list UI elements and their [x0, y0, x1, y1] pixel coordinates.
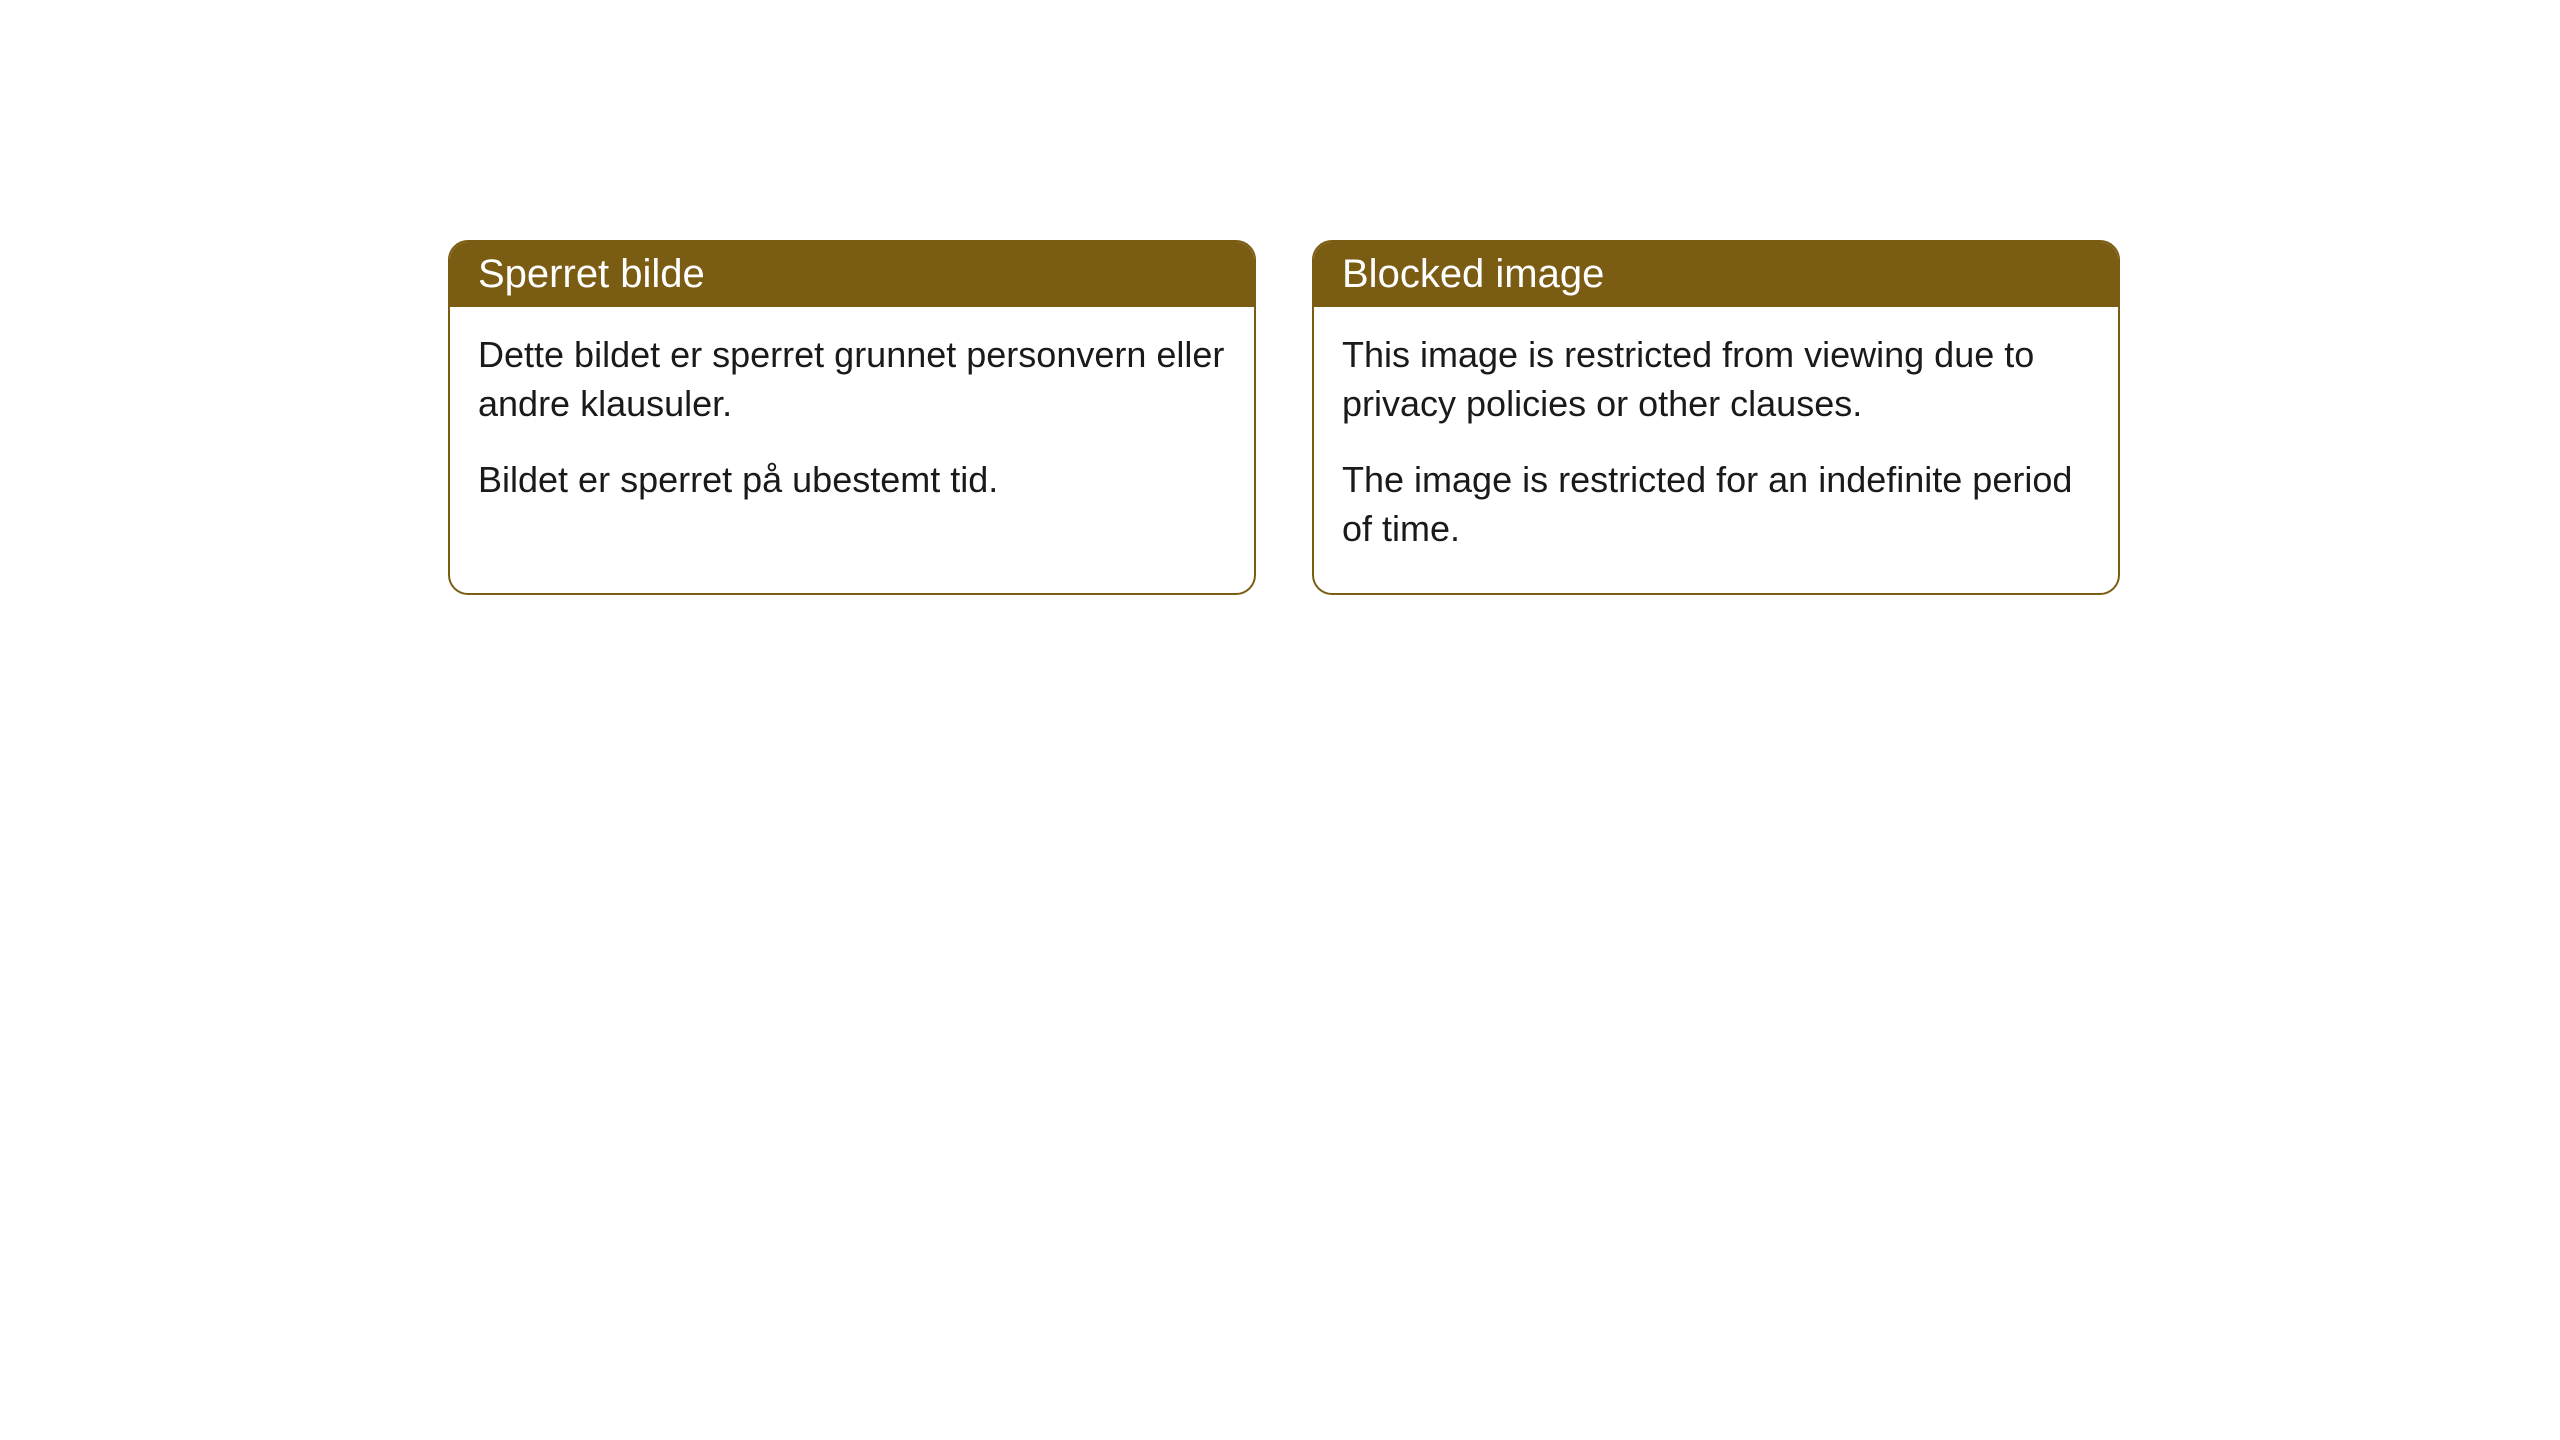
card-paragraph: Dette bildet er sperret grunnet personve…	[478, 331, 1226, 428]
card-header: Sperret bilde	[450, 242, 1254, 307]
card-paragraph: The image is restricted for an indefinit…	[1342, 456, 2090, 553]
card-body: Dette bildet er sperret grunnet personve…	[450, 307, 1254, 545]
card-paragraph: Bildet er sperret på ubestemt tid.	[478, 456, 1226, 505]
card-paragraph: This image is restricted from viewing du…	[1342, 331, 2090, 428]
card-title: Blocked image	[1342, 252, 1604, 296]
blocked-image-card-en: Blocked image This image is restricted f…	[1312, 240, 2120, 595]
card-header: Blocked image	[1314, 242, 2118, 307]
card-title: Sperret bilde	[478, 252, 705, 296]
card-body: This image is restricted from viewing du…	[1314, 307, 2118, 593]
notice-cards-container: Sperret bilde Dette bildet er sperret gr…	[448, 240, 2120, 595]
blocked-image-card-no: Sperret bilde Dette bildet er sperret gr…	[448, 240, 1256, 595]
